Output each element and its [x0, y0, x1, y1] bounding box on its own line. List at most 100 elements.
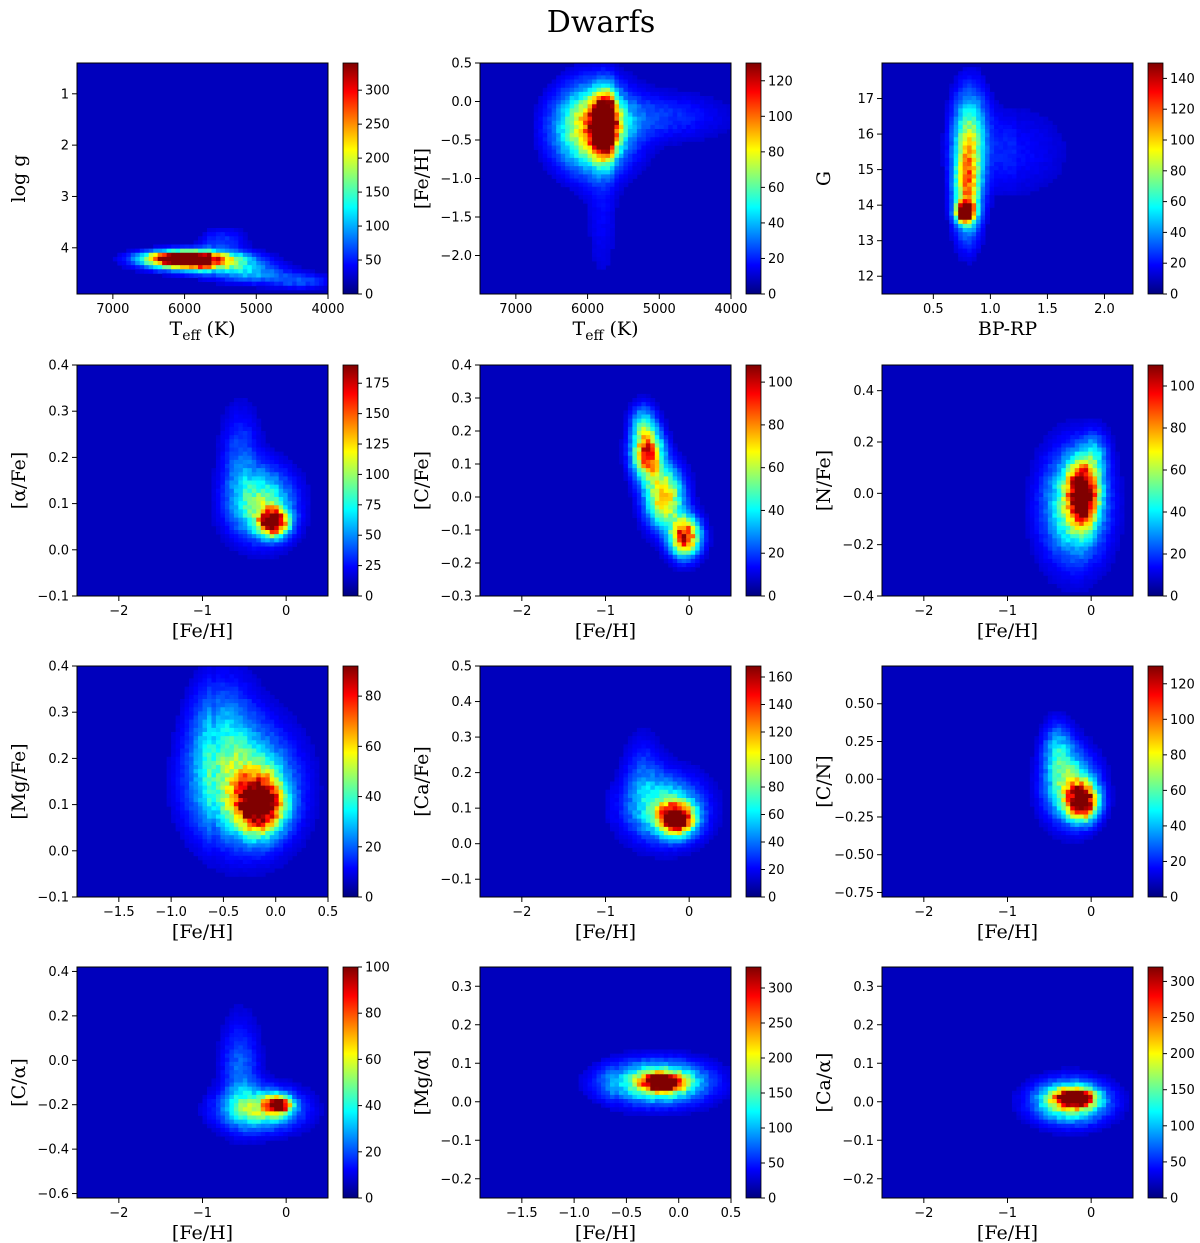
heatmap-cell: [1097, 501, 1103, 506]
heatmap-cell: [1115, 525, 1120, 531]
heatmap-cell: [971, 195, 977, 200]
heatmap-cell: [574, 157, 580, 163]
heatmap-cell: [1043, 505, 1049, 510]
heatmap-cell: [654, 480, 660, 486]
heatmap-cell: [967, 223, 973, 229]
heatmap-cell: [256, 459, 262, 465]
heatmap-cell: [1038, 513, 1044, 519]
heatmap-cell: [175, 756, 181, 762]
heatmap-cell: [215, 822, 221, 828]
heatmap-cell: [229, 831, 235, 836]
heatmap-cell: [287, 484, 293, 490]
heatmap-cell: [944, 149, 950, 155]
heatmap-cell: [1034, 497, 1040, 502]
heatmap-cell: [202, 818, 208, 824]
heatmap-cell: [180, 826, 185, 832]
heatmap-cell: [189, 727, 194, 733]
heatmap-cell: [654, 472, 660, 477]
heatmap-cell: [654, 534, 660, 539]
heatmap-cell: [1061, 153, 1067, 159]
heatmap-cell: [1052, 431, 1058, 436]
heatmap-cell: [989, 104, 995, 109]
heatmap-cell: [1101, 435, 1107, 440]
heatmap-cell: [663, 513, 669, 519]
heatmap-cell: [296, 505, 302, 510]
heatmap-cell: [641, 137, 647, 142]
heatmap-cell: [695, 91, 701, 97]
heatmap-cell: [1070, 497, 1076, 502]
heatmap-cell: [601, 236, 606, 241]
heatmap-cell: [1038, 550, 1044, 556]
heatmap-cell: [976, 166, 982, 171]
heatmap-cell: [672, 91, 678, 97]
heatmap-cell: [958, 124, 964, 130]
heatmap-cell: [180, 765, 185, 770]
heatmap-cell: [962, 120, 968, 126]
heatmap-cell: [636, 157, 642, 163]
heatmap-cell: [556, 141, 562, 146]
heatmap-cell: [292, 269, 298, 274]
heatmap-cell: [605, 145, 611, 151]
heatmap-cell: [1106, 451, 1111, 457]
heatmap-cell: [238, 530, 244, 535]
heatmap-cell: [601, 178, 606, 184]
heatmap-cell: [717, 108, 723, 113]
heatmap-cell: [627, 455, 633, 461]
heatmap-cell: [609, 141, 615, 146]
heatmap-cell: [292, 488, 298, 494]
heatmap-cell: [1065, 464, 1071, 469]
heatmap-cell: [578, 75, 584, 80]
x-tick-label: −2: [914, 604, 933, 619]
heatmap-cell: [224, 868, 230, 873]
heatmap-cell: [695, 546, 701, 552]
heatmap-cell: [233, 232, 239, 237]
heatmap-cell: [1061, 145, 1067, 151]
heatmap-cell: [180, 810, 185, 815]
heatmap-cell: [569, 149, 575, 155]
heatmap-cell: [278, 517, 284, 523]
heatmap-cell: [193, 265, 199, 270]
heatmap-cell: [565, 112, 571, 118]
heatmap-cell: [1074, 558, 1080, 564]
heatmap-cell: [175, 798, 181, 803]
heatmap-cell: [971, 207, 977, 212]
heatmap-cell: [215, 273, 221, 278]
heatmap-cell: [1007, 157, 1013, 163]
heatmap-cell: [135, 269, 141, 274]
heatmap-cell: [1070, 468, 1076, 473]
heatmap-cell: [668, 468, 674, 473]
heatmap-cell: [265, 509, 271, 514]
heatmap-cell: [229, 431, 235, 436]
heatmap-cell: [233, 472, 239, 477]
heatmap-cell: [677, 459, 683, 465]
heatmap-cell: [560, 166, 566, 171]
heatmap-cell: [171, 752, 177, 758]
heatmap-cell: [618, 182, 624, 188]
heatmap-cell: [976, 75, 982, 80]
heatmap-cell: [211, 252, 217, 258]
heatmap-cell: [224, 484, 230, 490]
heatmap-cell: [238, 426, 244, 432]
heatmap-cell: [1106, 542, 1111, 547]
heatmap-cell: [654, 402, 660, 407]
heatmap-cell: [238, 744, 244, 749]
heatmap-cell: [538, 104, 544, 109]
heatmap-cell: [560, 129, 566, 134]
heatmap-cell: [1029, 492, 1035, 498]
heatmap-cell: [202, 723, 208, 729]
heatmap-cell: [980, 157, 986, 163]
heatmap-cell: [601, 199, 606, 204]
heatmap-cell: [681, 550, 687, 556]
heatmap-cell: [189, 686, 194, 692]
heatmap-cell: [1088, 501, 1094, 506]
heatmap-cell: [1074, 571, 1080, 576]
heatmap-cell: [668, 497, 674, 502]
heatmap-cell: [1043, 439, 1049, 444]
heatmap-cell: [1016, 186, 1022, 192]
heatmap-cells: [211, 398, 311, 560]
heatmap-cell: [962, 174, 968, 179]
heatmap-cell: [175, 723, 181, 729]
heatmap-cell: [242, 265, 248, 270]
heatmap-cell: [215, 859, 221, 865]
heatmap-cell: [677, 120, 683, 126]
